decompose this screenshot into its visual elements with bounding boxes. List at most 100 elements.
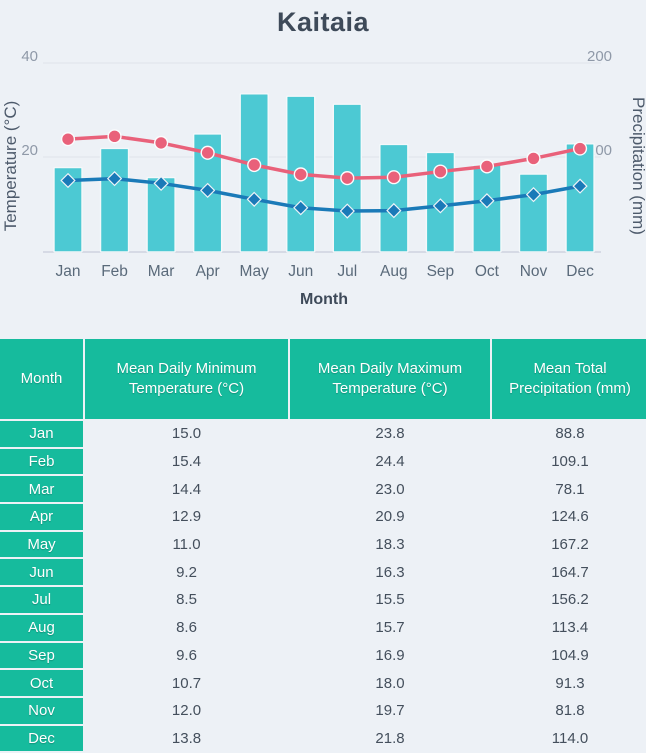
table-header-min-temp: Mean Daily Minimum Temperature (°C) <box>85 339 288 419</box>
table-row-value-cell: 114.0 <box>551 729 589 747</box>
precipitation-bar[interactable] <box>53 166 83 253</box>
table-row-month-cell: Aug <box>0 614 83 641</box>
table-row-value-cell: 8.6 <box>176 619 197 637</box>
x-axis-tick-label: May <box>240 263 270 280</box>
max-temp-marker[interactable] <box>386 170 401 185</box>
precipitation-bar[interactable] <box>239 93 269 253</box>
table-row-value-cell: 15.4 <box>171 453 202 471</box>
x-axis-tick-label: Feb <box>101 263 128 280</box>
x-axis-tick-label: Oct <box>475 263 500 280</box>
max-temp-marker[interactable] <box>154 135 169 151</box>
table-row-value-cell: 81.8 <box>555 702 585 720</box>
min-temp-marker[interactable] <box>153 175 169 191</box>
min-temp-marker[interactable] <box>106 170 123 187</box>
table-row-value-cell: 12.9 <box>171 508 202 526</box>
table-row-value-cell: 109.1 <box>551 453 589 471</box>
precipitation-bar[interactable] <box>518 173 549 253</box>
max-temp-marker[interactable] <box>293 167 308 182</box>
table-row-value-cell: 16.9 <box>375 646 405 664</box>
max-temp-marker[interactable] <box>247 157 262 173</box>
x-axis-tick-label: Aug <box>380 263 408 280</box>
x-axis-tick-label: Nov <box>520 263 548 280</box>
table-row-value-cell: 156.2 <box>551 591 589 609</box>
table-header-max-temp: Mean Daily Maximum Temperature (°C) <box>290 339 490 419</box>
max-temp-marker[interactable] <box>433 164 448 179</box>
left-axis-tick-label: 40 <box>21 48 38 65</box>
table-row-month-cell: Dec <box>0 725 83 752</box>
min-temp-marker[interactable] <box>432 198 449 214</box>
max-temp-marker[interactable] <box>479 159 495 174</box>
x-axis-tick-label: Apr <box>196 263 220 280</box>
left-axis-tick-label: 20 <box>21 142 38 159</box>
precipitation-bar[interactable] <box>472 164 502 253</box>
table-row-value-cell: 15.5 <box>375 591 405 609</box>
x-axis-title: Month <box>300 291 348 308</box>
right-axis-tick-label: 200 <box>587 48 612 65</box>
precipitation-bar[interactable] <box>565 143 595 253</box>
x-axis-tick-label: Mar <box>148 263 175 280</box>
max-temp-marker[interactable] <box>340 171 355 186</box>
min-temp-marker[interactable] <box>525 186 542 203</box>
table-row-month-cell: Nov <box>0 697 83 724</box>
table-row-value-cell: 8.5 <box>176 591 197 609</box>
min-temp-marker[interactable] <box>200 182 216 199</box>
max-temp-marker[interactable] <box>107 129 122 144</box>
min-temp-line <box>66 176 582 213</box>
table-row-month-cell: Jul <box>0 587 83 613</box>
table-row-month-cell: Jan <box>0 421 83 447</box>
table-row-value-cell: 78.1 <box>555 480 585 498</box>
climate-chart: 20 40 100 200 Temperature (°C) Precipitation … <box>0 44 646 310</box>
table-header-precip: Mean Total Precipitation (mm) <box>492 339 646 419</box>
table-row-value-cell: 91.3 <box>555 674 585 692</box>
table-row-value-cell: 21.8 <box>375 729 405 747</box>
table-row-value-cell: 19.7 <box>375 702 405 720</box>
table-row-value-cell: 11.0 <box>172 536 201 554</box>
table-row-value-cell: 18.3 <box>375 536 405 554</box>
table-row-value-cell: 164.7 <box>551 563 589 581</box>
precipitation-bar[interactable] <box>99 147 130 253</box>
table-row-value-cell: 20.9 <box>375 508 405 526</box>
table-row-month-cell: Feb <box>0 448 83 475</box>
climate-data-table: Month Mean Daily Minimum Temperature (°C… <box>0 339 646 752</box>
table-row-value-cell: 15.0 <box>171 425 202 443</box>
table-row-value-cell: 14.4 <box>171 480 202 498</box>
table-row-value-cell: 167.2 <box>551 536 589 554</box>
min-temp-marker[interactable] <box>60 172 76 189</box>
x-axis-tick-label: Dec <box>566 263 594 280</box>
table-row-month-cell: May <box>0 531 83 558</box>
table-row-value-cell: 23.8 <box>375 425 405 443</box>
table-header-month: Month <box>0 339 83 419</box>
table-row-month-cell: Apr <box>0 504 83 530</box>
max-temp-marker[interactable] <box>572 141 588 156</box>
min-temp-marker[interactable] <box>572 178 588 194</box>
table-row-value-cell: 12.0 <box>171 702 202 720</box>
min-temp-marker[interactable] <box>479 193 495 209</box>
table-row-month-cell: Mar <box>0 476 83 503</box>
x-axis-tick-label: Jan <box>56 263 81 280</box>
min-temp-marker[interactable] <box>386 202 402 219</box>
x-axis-tick-label: Jul <box>337 263 357 280</box>
table-row-month-cell: Sep <box>0 642 83 669</box>
min-temp-marker[interactable] <box>293 200 309 216</box>
table-row-value-cell: 15.7 <box>375 619 405 637</box>
max-temp-marker[interactable] <box>200 145 215 160</box>
table-row-value-cell: 104.9 <box>551 646 589 664</box>
table-row-value-cell: 9.6 <box>176 646 197 664</box>
min-temp-marker[interactable] <box>339 203 355 219</box>
max-temp-line <box>66 134 582 180</box>
x-axis-tick-label: Sep <box>427 263 455 280</box>
table-row-value-cell: 113.4 <box>551 619 589 637</box>
table-row-value-cell: 88.8 <box>555 425 585 443</box>
table-row-value-cell: 9.2 <box>176 563 197 581</box>
precipitation-bar[interactable] <box>379 143 409 253</box>
table-row-value-cell: 10.7 <box>171 674 202 692</box>
table-row-value-cell: 13.8 <box>171 729 202 747</box>
max-temp-marker[interactable] <box>526 151 541 166</box>
table-row-value-cell: 16.3 <box>375 563 405 581</box>
min-temp-marker[interactable] <box>246 191 262 207</box>
table-row-value-cell: 18.0 <box>375 674 405 692</box>
chart-title: Kaitaia <box>276 6 370 37</box>
max-temp-marker[interactable] <box>60 132 76 147</box>
left-axis-title: Temperature (°C) <box>1 101 20 232</box>
